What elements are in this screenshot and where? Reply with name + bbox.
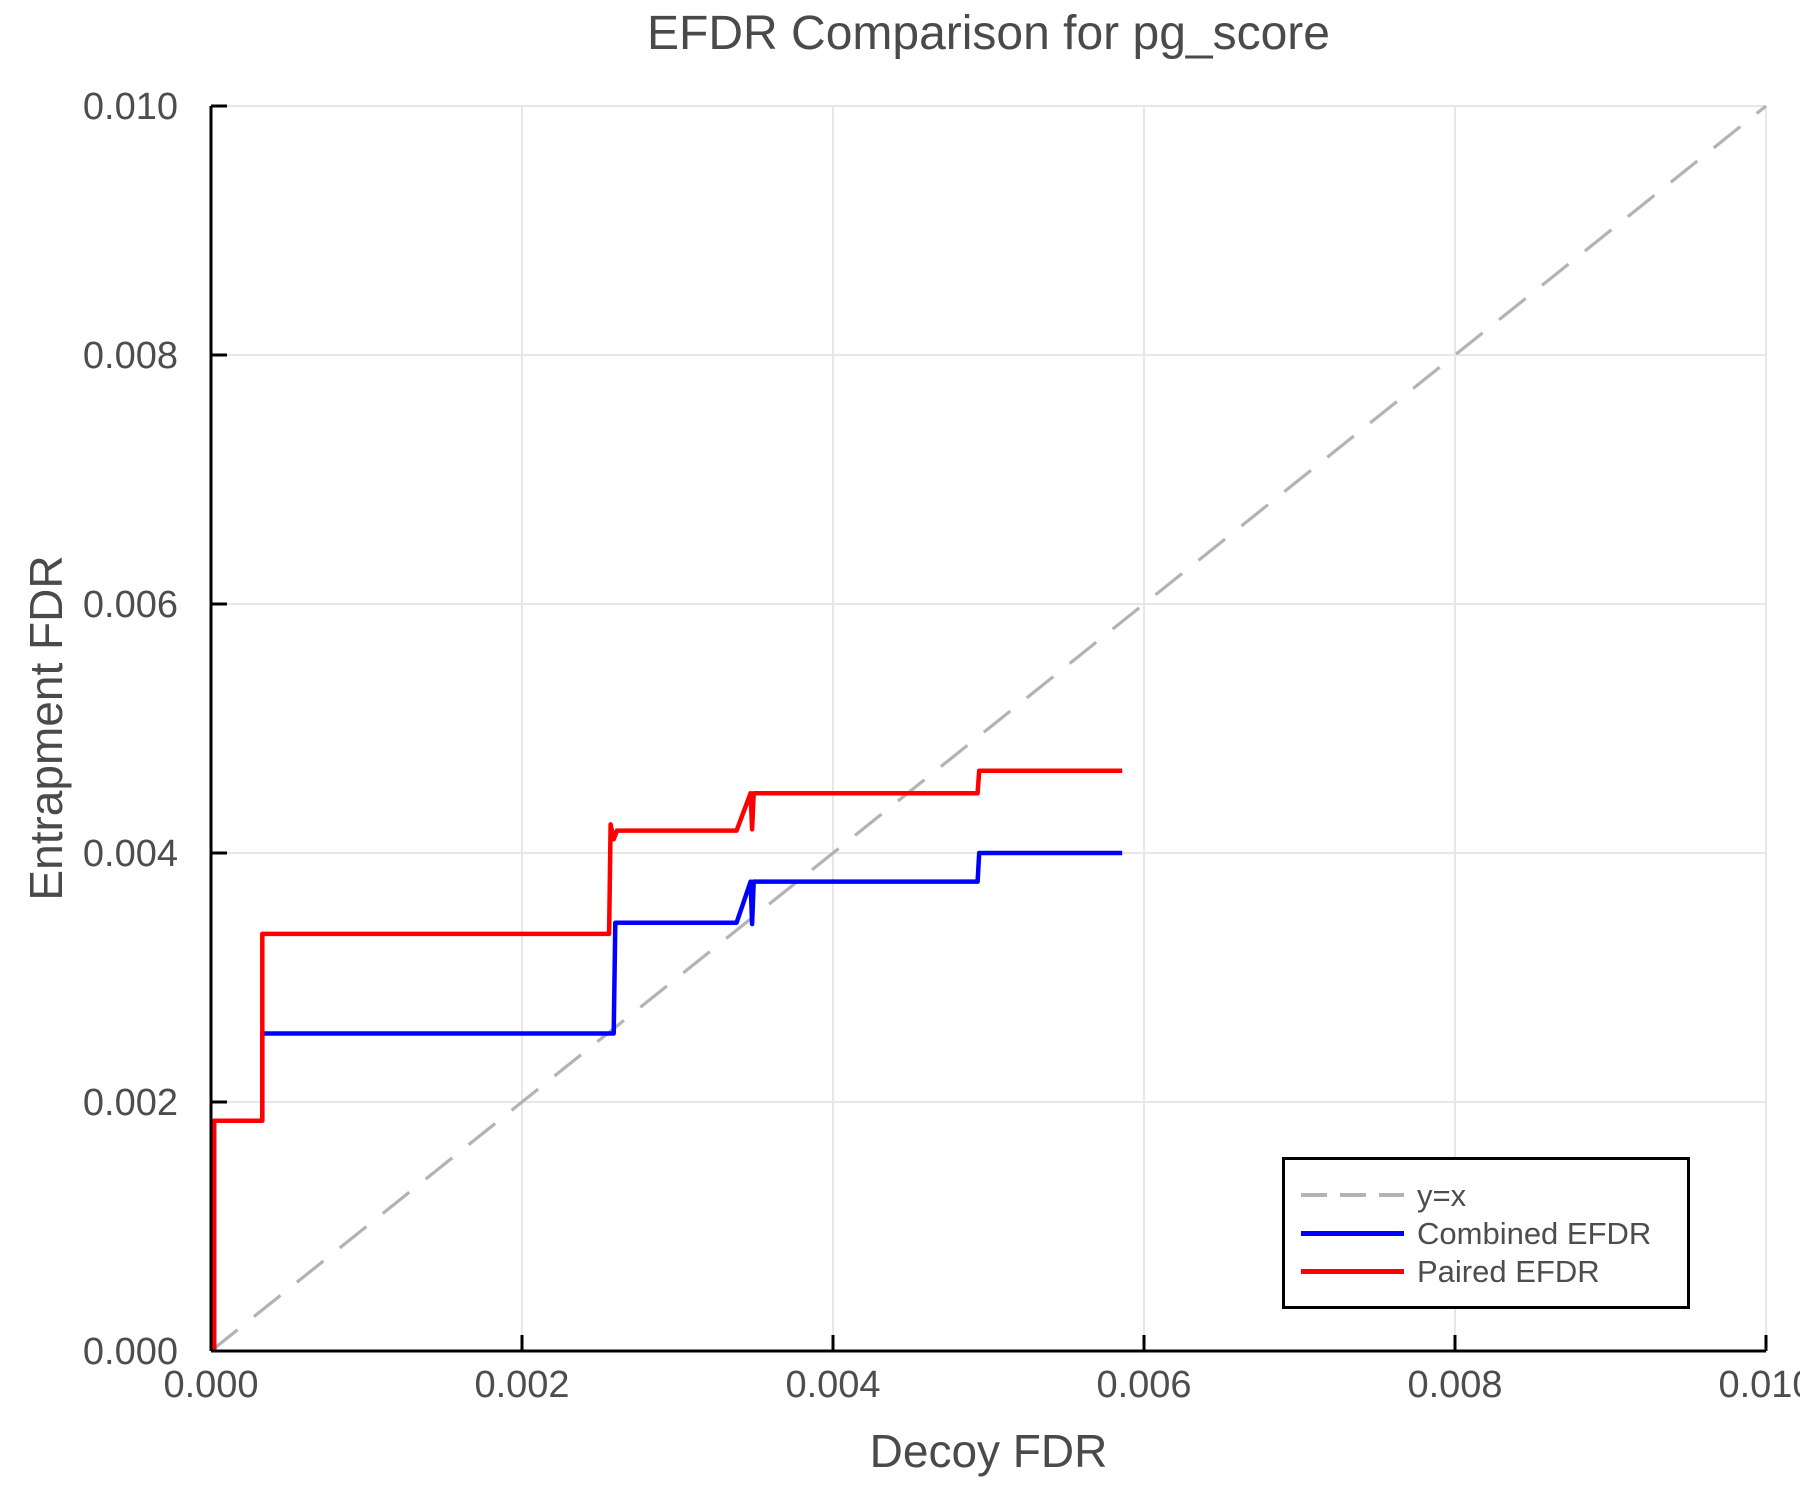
y-tick-label: 0.010 — [83, 86, 178, 128]
y-tick-label: 0.006 — [83, 584, 178, 626]
x-axis-label: Decoy FDR — [869, 1425, 1108, 1477]
y-axis-label: Entrapment FDR — [20, 555, 72, 901]
x-tick-label: 0.004 — [785, 1364, 880, 1406]
legend-label: y=x — [1417, 1177, 1467, 1213]
x-tick-label: 0.010 — [1718, 1364, 1800, 1406]
y-tick-label: 0.002 — [83, 1082, 178, 1124]
reference-line-yx — [209, 104, 1768, 1353]
legend-label: Combined EFDR — [1417, 1215, 1652, 1251]
legend-paired-line-sample — [1301, 1268, 1404, 1274]
y-tick-label: 0.004 — [83, 833, 178, 875]
legend-label: Paired EFDR — [1417, 1253, 1600, 1289]
x-tick-label: 0.000 — [163, 1364, 258, 1406]
y-tick-label: 0.008 — [83, 335, 178, 377]
legend-row: y=x — [1285, 1176, 1687, 1214]
legend-combined-line-sample — [1301, 1230, 1404, 1236]
x-tick-label: 0.006 — [1096, 1364, 1191, 1406]
legend-row: Paired EFDR — [1285, 1252, 1687, 1290]
legend: y=x Combined EFDR Paired EFDR — [1282, 1157, 1690, 1309]
chart-title: EFDR Comparison for pg_score — [647, 7, 1330, 60]
legend-dashed-line-sample — [1301, 1193, 1404, 1197]
legend-row: Combined EFDR — [1285, 1214, 1687, 1252]
series-line-paired-efdr — [211, 768, 1123, 1351]
y-tick-label: 0.000 — [83, 1331, 178, 1373]
x-tick-label: 0.008 — [1407, 1364, 1502, 1406]
x-tick-label: 0.002 — [474, 1364, 569, 1406]
